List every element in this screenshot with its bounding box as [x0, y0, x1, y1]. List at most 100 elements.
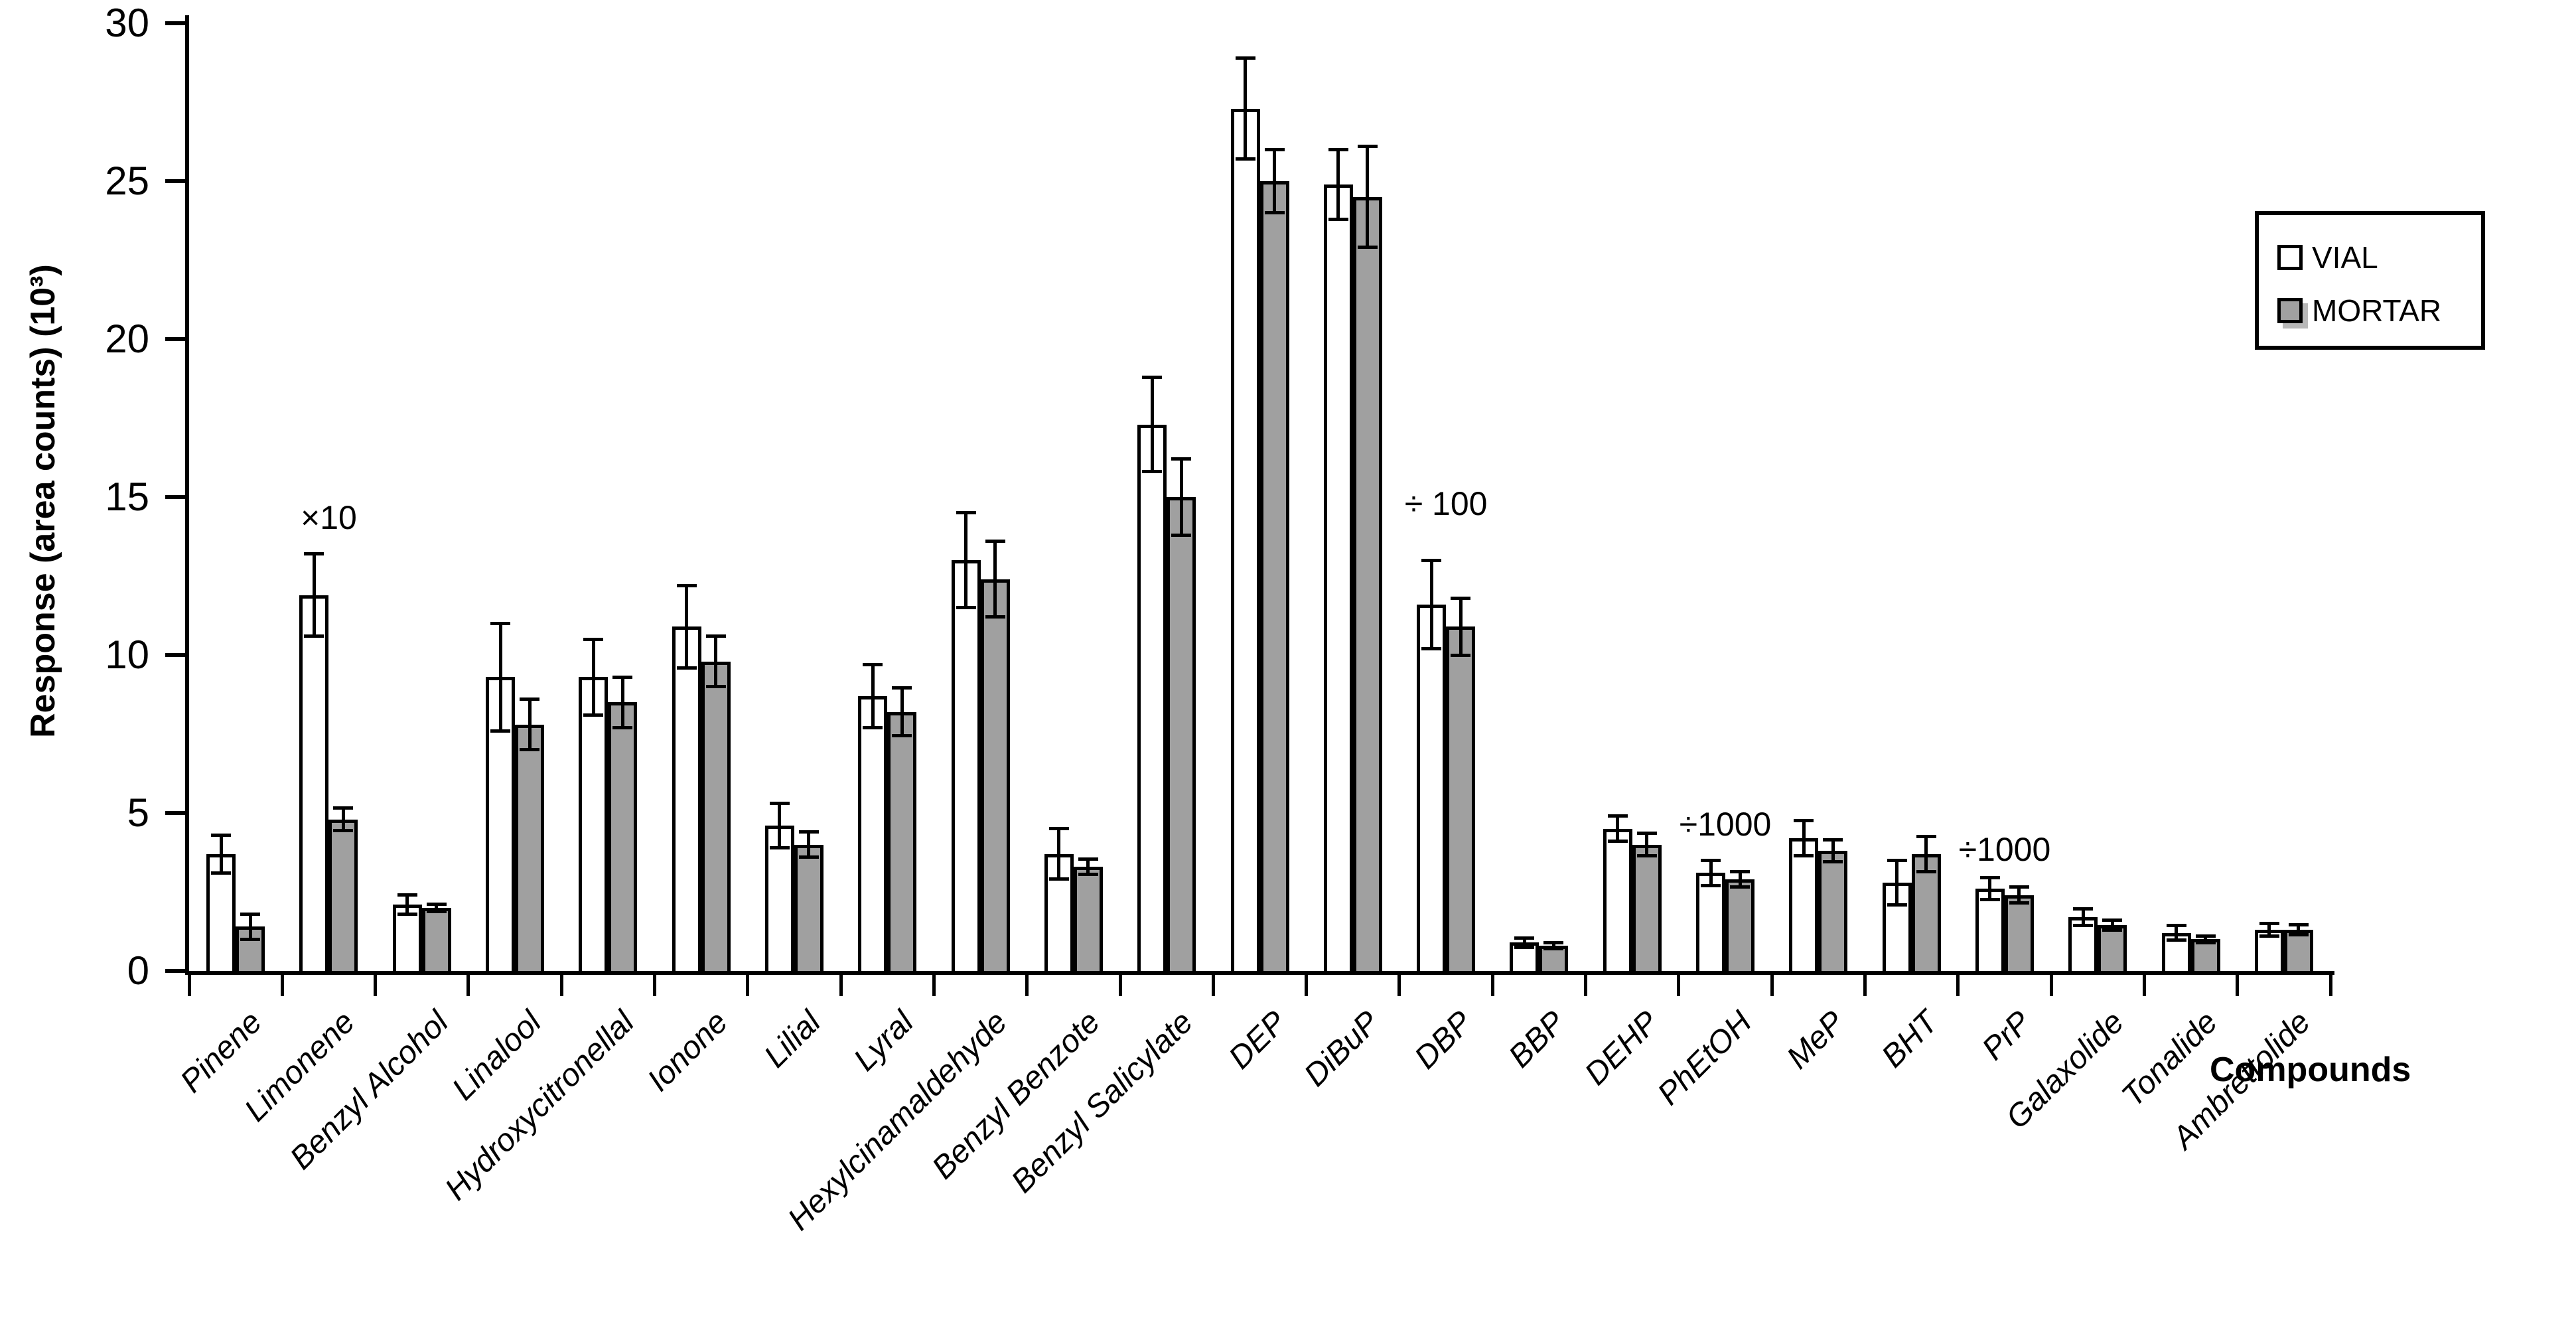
y-tick [165, 337, 185, 341]
error-cap-bottom [520, 748, 540, 752]
error-cap-bottom [1142, 470, 1163, 474]
error-cap-bottom [1607, 840, 1628, 843]
error-cap-bottom [240, 937, 261, 941]
error-bar [1366, 146, 1370, 248]
error-bar [248, 914, 252, 940]
x-tick [839, 975, 843, 996]
y-tick-label: 30 [105, 1, 149, 45]
error-cap-top [863, 662, 883, 666]
bar-vial [1137, 424, 1167, 974]
x-tick [2049, 975, 2053, 996]
error-bar [964, 512, 968, 608]
bar-mortar [2190, 939, 2220, 974]
error-cap-top [1916, 835, 1936, 839]
error-bar [2204, 936, 2208, 943]
x-tick [1211, 975, 1215, 996]
x-tick [1770, 975, 1774, 996]
error-cap-bottom [798, 855, 819, 859]
error-cap-top [2195, 934, 2216, 938]
error-cap-top [426, 902, 447, 906]
x-tick [1956, 975, 1960, 996]
error-bar [341, 808, 345, 831]
error-cap-bottom [2102, 928, 2123, 932]
error-bar [591, 639, 595, 715]
legend-label-vial: VIAL [2312, 240, 2378, 275]
bar-mortar [2004, 895, 2034, 974]
error-bar [2267, 923, 2271, 936]
error-cap-top [490, 621, 511, 625]
bar-mortar [1911, 853, 1941, 974]
legend-item-mortar: MORTAR [2277, 295, 2441, 326]
error-cap-bottom [1701, 883, 1721, 887]
mortar-swatch [2277, 298, 2303, 323]
error-cap-top [240, 912, 261, 916]
error-cap-top [1048, 827, 1069, 831]
error-bar [1551, 942, 1555, 949]
error-cap-top [1636, 832, 1657, 836]
error-bar [1522, 938, 1526, 948]
bar-vial [1696, 873, 1726, 974]
error-cap-bottom [2166, 938, 2186, 942]
error-bar [778, 803, 782, 848]
error-cap-top [1514, 936, 1535, 940]
error-cap-top [769, 802, 790, 806]
error-cap-top [1235, 56, 1255, 60]
bar-vial [1417, 604, 1447, 974]
y-tick-label: 10 [105, 632, 149, 677]
scale-annotation: ÷1000 [1679, 805, 1772, 843]
y-tick-label: 5 [127, 790, 149, 835]
x-tick [1118, 975, 1122, 996]
x-tick [2236, 975, 2240, 996]
y-tick [165, 21, 185, 25]
error-cap-top [1887, 858, 1907, 862]
y-tick-label: 0 [127, 948, 149, 993]
bar-mortar [1073, 866, 1103, 974]
error-cap-top [583, 637, 604, 641]
error-bar [498, 623, 502, 731]
x-tick [280, 975, 284, 996]
error-cap-top [1543, 940, 1564, 944]
error-cap-bottom [1916, 869, 1936, 873]
error-cap-bottom [490, 729, 511, 733]
bar-mortar [608, 702, 638, 974]
error-cap-top [1701, 858, 1721, 862]
error-cap-top [612, 675, 633, 679]
bar-vial [1230, 108, 1260, 974]
error-bar [2175, 925, 2179, 940]
error-cap-top [333, 806, 354, 810]
error-cap-bottom [2009, 901, 2029, 905]
error-bar [1988, 877, 1992, 900]
error-bar [1709, 860, 1713, 886]
bar-vial [1323, 184, 1353, 974]
error-bar [435, 904, 439, 912]
error-bar [1057, 828, 1061, 879]
bar-mortar [421, 907, 451, 974]
bar-mortar [1818, 851, 1848, 974]
error-cap-bottom [2259, 934, 2279, 938]
x-category-label: Pinene [174, 1004, 269, 1100]
y-tick [165, 653, 185, 657]
error-cap-top [1264, 147, 1285, 151]
error-bar [1273, 149, 1276, 213]
error-bar [1336, 149, 1340, 220]
error-cap-bottom [705, 685, 726, 689]
bar-mortar [2283, 930, 2313, 974]
y-tick-label: 15 [105, 475, 149, 519]
error-bar [900, 688, 904, 736]
error-cap-bottom [1887, 903, 1907, 907]
x-tick [2142, 975, 2146, 996]
error-cap-top [2288, 923, 2309, 927]
error-cap-top [1357, 145, 1378, 149]
error-cap-bottom [676, 666, 697, 670]
scale-annotation: ×10 [301, 498, 357, 536]
error-bar [2081, 909, 2085, 926]
x-tick [2328, 975, 2332, 996]
y-tick-label: 25 [105, 159, 149, 203]
x-tick [1490, 975, 1494, 996]
error-cap-bottom [863, 725, 883, 729]
bar-mortar [1446, 626, 1476, 974]
x-tick [1397, 975, 1401, 996]
bar-vial [951, 560, 981, 974]
error-bar [1924, 836, 1928, 872]
bar-vial [1975, 889, 2005, 974]
